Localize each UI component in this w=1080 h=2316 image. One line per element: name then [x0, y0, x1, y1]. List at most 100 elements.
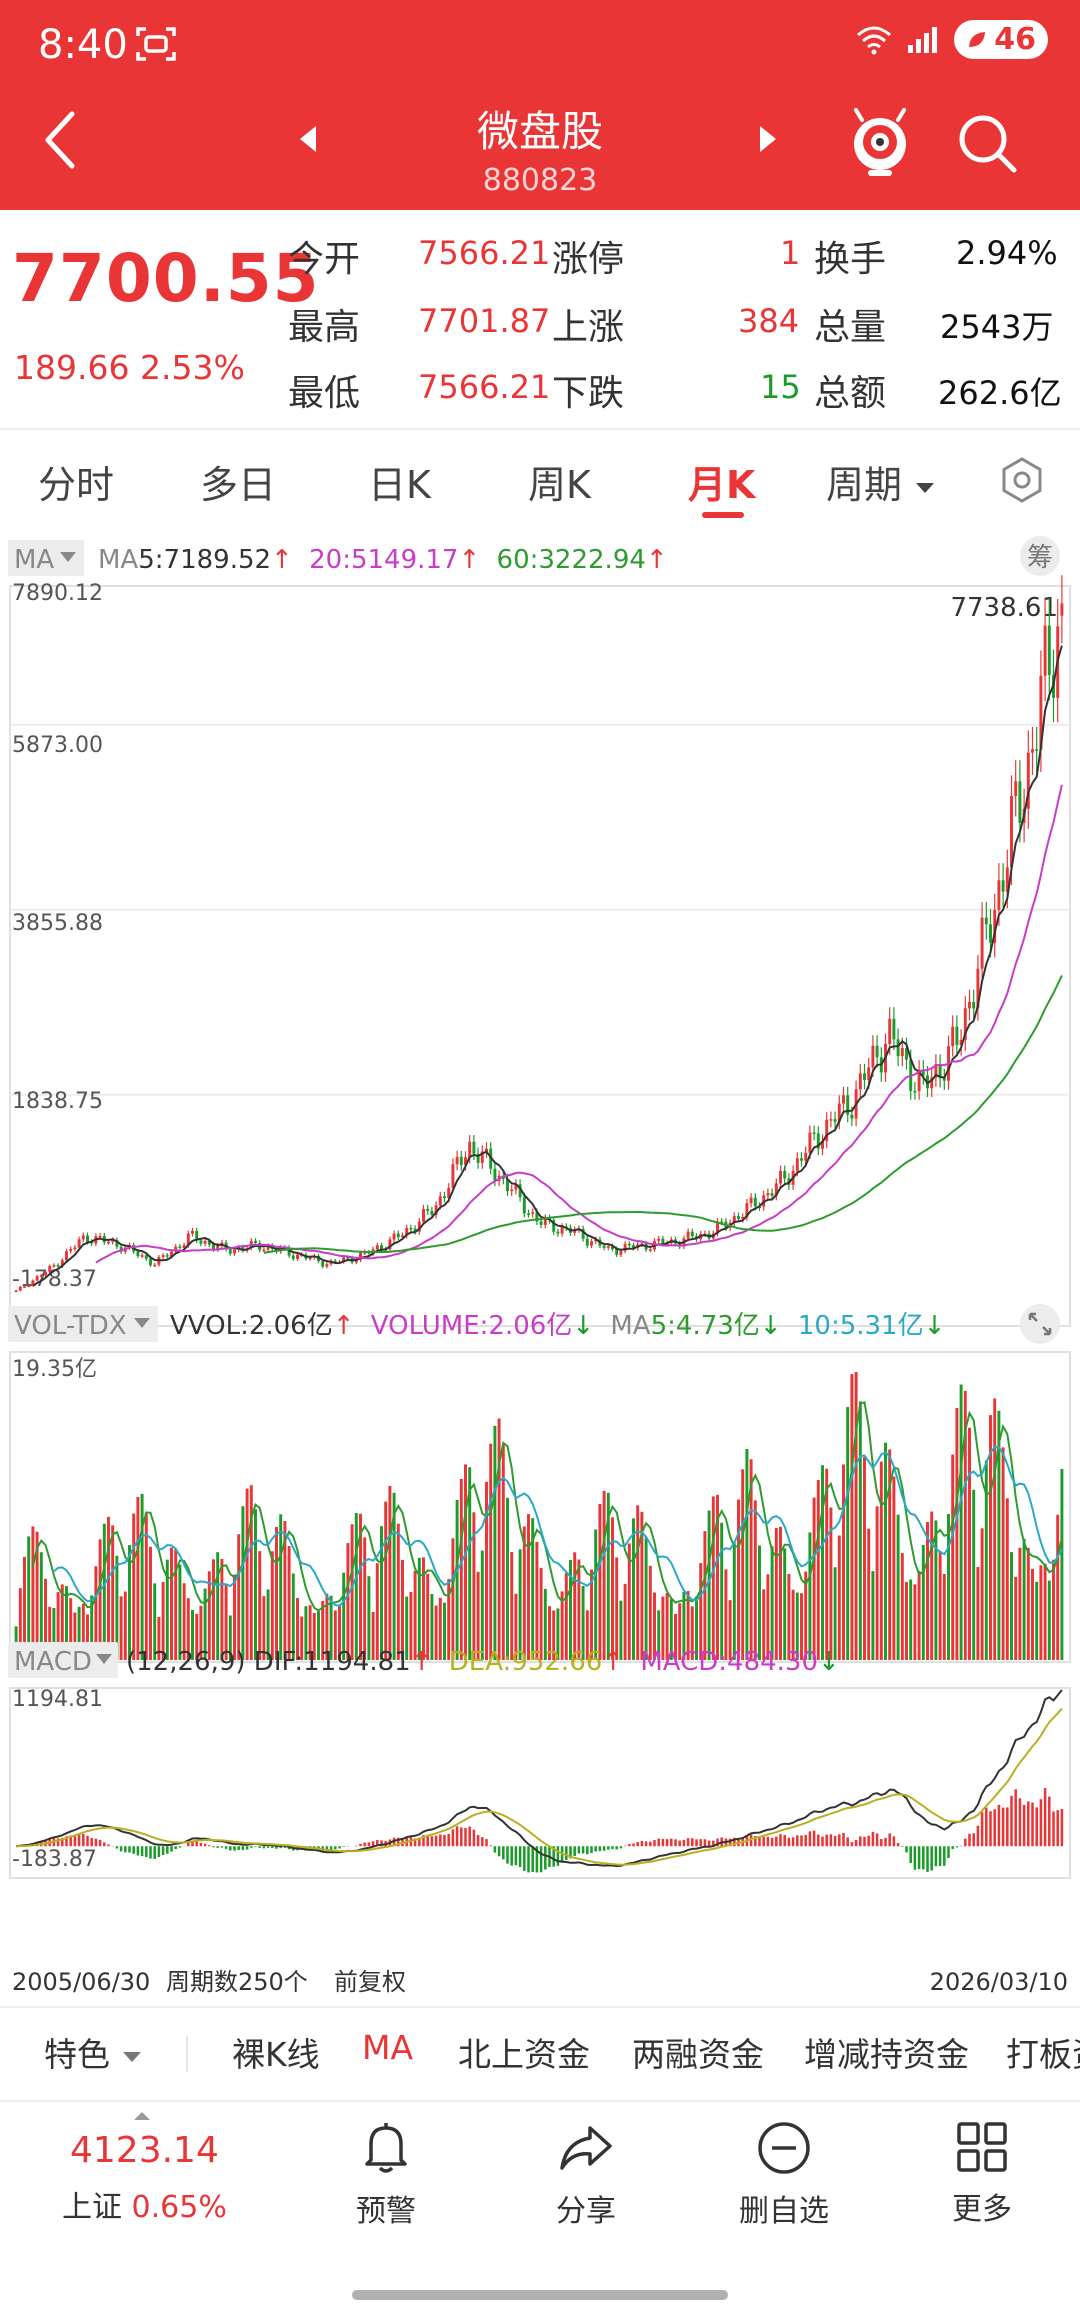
- feature-special[interactable]: 特色: [44, 2028, 143, 2076]
- mascot-icon[interactable]: [848, 108, 912, 178]
- macd-bar: [166, 1846, 169, 1854]
- back-icon[interactable]: [40, 110, 80, 170]
- macd-selector[interactable]: MACD: [14, 1647, 92, 1677]
- change-value: 189.66: [14, 348, 130, 387]
- adjust-mode[interactable]: 前复权: [334, 1968, 406, 1996]
- macd-bar: [250, 1846, 253, 1848]
- candle-body: [296, 1254, 299, 1259]
- macd-bar: [922, 1846, 925, 1870]
- ma5-line: [32, 645, 1063, 1287]
- start-date: 2005/06/30: [12, 1968, 150, 1996]
- vol-selector-bg[interactable]: [8, 1306, 158, 1342]
- volume-bar: [39, 1552, 43, 1660]
- candle-body: [602, 1245, 606, 1248]
- ma-selector-bg[interactable]: [8, 540, 84, 576]
- ma-selector[interactable]: MA: [14, 545, 54, 575]
- candle-body: [44, 1271, 47, 1276]
- tab-weekly-k[interactable]: 周K: [528, 463, 591, 507]
- macd-bar: [985, 1807, 988, 1847]
- macd-bar: [1056, 1810, 1059, 1847]
- amount-value: 262.6亿: [938, 374, 1062, 412]
- macd-bar: [930, 1846, 933, 1871]
- next-stock-icon[interactable]: [756, 124, 780, 154]
- alert-button[interactable]: 预警: [306, 2120, 466, 2230]
- macd-bar: [590, 1846, 593, 1854]
- index-info[interactable]: 上证 0.65%: [62, 2182, 227, 2226]
- index-percent: 0.65%: [131, 2190, 227, 2225]
- remove-watchlist-button[interactable]: 删自选: [704, 2120, 864, 2230]
- candle-body: [963, 1008, 967, 1041]
- settings-hexagon-icon[interactable]: [998, 456, 1046, 504]
- macd-bar: [762, 1836, 765, 1847]
- volume-bar: [165, 1559, 169, 1660]
- search-icon[interactable]: [956, 112, 1018, 174]
- volume-bar: [724, 1569, 728, 1660]
- feature-ma[interactable]: MA: [362, 2028, 414, 2067]
- volume-bar: [186, 1598, 190, 1660]
- volume-bar: [86, 1614, 89, 1660]
- vol-ma5-value: 5:4.73亿: [651, 1311, 760, 1341]
- volume-bar: [245, 1488, 249, 1660]
- feature-limit-board[interactable]: 打板资: [1006, 2035, 1080, 2074]
- home-indicator[interactable]: [352, 2290, 728, 2300]
- kline-chart[interactable]: MA MA5:7189.52↑ 20:5149.17↑ 60:3222.94↑ …: [0, 530, 1080, 2010]
- volume-bar: [23, 1556, 26, 1660]
- volume-panel-header: VOL-TDX VVOL:2.06亿↑ VOLUME:2.06亿↓ MA5:4.…: [8, 1304, 1060, 1344]
- price-panel-header: MA MA5:7189.52↑ 20:5149.17↑ 60:3222.94↑ …: [8, 536, 1060, 576]
- feature-naked-k[interactable]: 裸K线: [232, 2035, 320, 2074]
- chip-distribution-button[interactable]: 筹: [1027, 543, 1053, 573]
- chip-button-bg[interactable]: [1020, 536, 1060, 576]
- macd-bar: [775, 1836, 778, 1847]
- macd-bar: [527, 1846, 530, 1873]
- volume-bar: [623, 1583, 627, 1660]
- volume-bar: [128, 1545, 131, 1660]
- volume-bar: [77, 1606, 81, 1660]
- index-value[interactable]: 4123.14: [70, 2130, 219, 2171]
- volume-bar: [224, 1584, 228, 1660]
- price-panel-frame: [9, 585, 1071, 1327]
- prev-stock-icon[interactable]: [296, 124, 320, 154]
- macd-bar: [758, 1837, 761, 1847]
- expand-button-bg[interactable]: [1020, 1304, 1060, 1344]
- volume-bar: [665, 1593, 669, 1660]
- volume-bar: [367, 1576, 371, 1660]
- ma-prefix: MA: [98, 545, 138, 575]
- tab-daily-k[interactable]: 日K: [368, 463, 431, 507]
- candle-body: [989, 924, 992, 943]
- feature-margin[interactable]: 两融资金: [632, 2035, 764, 2074]
- status-right: 46: [856, 20, 1048, 59]
- expand-icon[interactable]: [1028, 1312, 1052, 1336]
- volume-bar: [808, 1532, 812, 1660]
- macd-bar: [363, 1842, 366, 1847]
- volume-bar: [510, 1552, 514, 1660]
- volume-bar: [434, 1605, 438, 1660]
- open-value: 7566.21: [418, 234, 551, 272]
- candle-body: [959, 1040, 963, 1045]
- volume-ma-lines: [31, 1400, 1063, 1612]
- share-button[interactable]: 分享: [506, 2120, 666, 2230]
- tab-minute[interactable]: 分时: [38, 463, 115, 507]
- volume-bar: [35, 1531, 39, 1660]
- tab-period[interactable]: 周期: [826, 454, 936, 509]
- price-y-label: 1838.75: [12, 1089, 103, 1114]
- volume-bar: [812, 1497, 816, 1660]
- dea-line: [16, 1707, 1063, 1866]
- candle-body: [955, 1026, 959, 1045]
- volume-bar: [275, 1527, 278, 1660]
- more-button[interactable]: 更多: [902, 2120, 1062, 2228]
- macd-bar: [212, 1846, 215, 1848]
- candle-body: [56, 1265, 60, 1267]
- candle-body: [993, 909, 997, 943]
- tab-multi-day[interactable]: 多日: [200, 463, 277, 507]
- feature-holdings-change[interactable]: 增减持资金: [804, 2035, 969, 2074]
- macd-bar: [901, 1846, 904, 1847]
- price-y-label: 3855.88: [12, 911, 103, 936]
- dea-value: DEA:952.66: [449, 1647, 603, 1677]
- volume-bar: [661, 1596, 665, 1660]
- feature-northbound[interactable]: 北上资金: [458, 2035, 590, 2074]
- candle-body: [291, 1255, 295, 1259]
- vol-selector[interactable]: VOL-TDX: [14, 1311, 127, 1341]
- macd-selector-bg[interactable]: [8, 1642, 118, 1678]
- tab-monthly-k[interactable]: 月K: [688, 463, 756, 507]
- price-change: 189.66 2.53%: [14, 348, 245, 387]
